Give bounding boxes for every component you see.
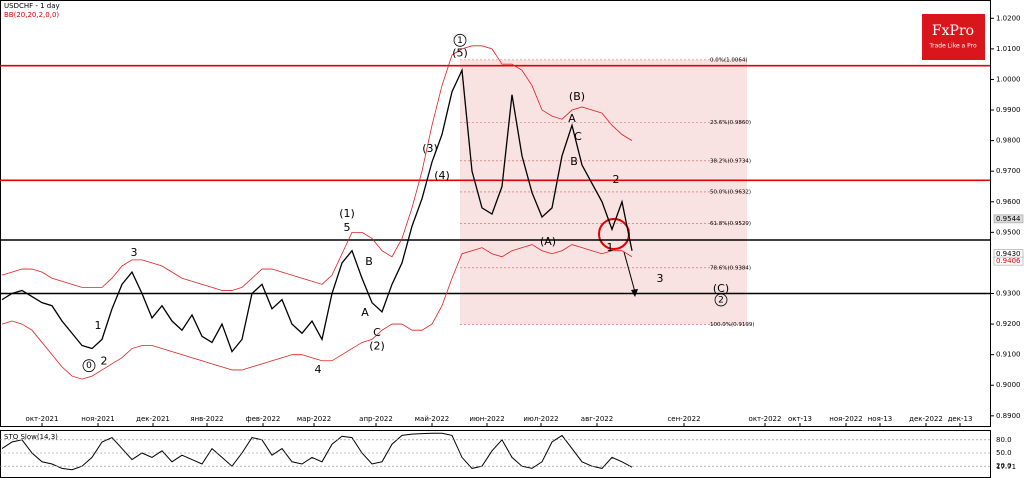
annotation: (1) (339, 207, 355, 220)
x-tick-label: ноя-2021 (81, 415, 114, 423)
x-tick-label: янв-2022 (190, 415, 223, 423)
annotation: 2 (101, 355, 108, 368)
x-tick-label: дек-2022 (909, 415, 943, 423)
bb-label: BB(20,20,2,0,0) (4, 11, 59, 19)
y-tick-label: 1.0100 (996, 45, 1021, 53)
y-tick-label: 1.0000 (996, 75, 1021, 83)
sto-title: STO Slow(14,3) (4, 433, 58, 441)
x-tick-label: апр-2022 (359, 415, 393, 423)
annotation: (2) (369, 340, 385, 353)
price-tag-label: 0.9406 (996, 257, 1021, 265)
x-tick-label: окт-2021 (26, 415, 59, 423)
fib-label: 38.2%(0.9734) (710, 158, 751, 164)
annotation: 2 (613, 173, 620, 186)
annotation-circle (453, 33, 467, 47)
logo-slogan: Trade Like a Pro (928, 43, 977, 50)
annotation: (3) (422, 142, 438, 155)
sto-frame (0, 430, 991, 478)
annotation: C (373, 326, 381, 339)
annotation: (C) (713, 282, 729, 295)
fib-box (460, 59, 747, 325)
annotation: 3 (131, 246, 138, 259)
arrow (623, 251, 636, 293)
x-tick-label: июн-2022 (469, 415, 504, 423)
annotation: (5) (452, 46, 468, 59)
x-tick-label: ноя-13 (868, 415, 893, 423)
annotation: B (365, 255, 373, 268)
y-tick-label: 0.9100 (996, 351, 1021, 359)
series-line (1, 432, 633, 471)
price-tag (993, 256, 1024, 266)
sto-tick-label: 50.0 (996, 449, 1012, 457)
y-tick-label: 0.9200 (996, 320, 1021, 328)
x-tick-label: ноя-2022 (829, 415, 862, 423)
x-tick-label: дек-13 (948, 415, 973, 423)
x-tick-label: окт-2022 (749, 415, 782, 423)
x-tick-label: дек-2021 (136, 415, 170, 423)
sto-current: 17.71 (996, 463, 1016, 471)
series-line (1, 244, 633, 380)
price-tag (993, 214, 1024, 224)
chart-title: USDCHF - 1 day (4, 2, 60, 10)
logo-name: FxPro (932, 23, 974, 39)
x-tick-label: май-2022 (415, 415, 449, 423)
sto-tick-label: 20.0 (996, 462, 1012, 470)
y-tick-label: 0.9700 (996, 167, 1021, 175)
main-frame (0, 0, 991, 427)
fib-label: 100.0%(0.9199) (710, 322, 755, 328)
fib-label: 0.0%(1.0064) (710, 57, 748, 63)
x-tick-label: июл-2022 (523, 415, 558, 423)
annotation: 4 (315, 363, 322, 376)
fib-label: 50.0%(0.9632) (710, 189, 751, 195)
y-tick-label: 0.9300 (996, 290, 1021, 298)
x-tick-label: сен-2022 (667, 415, 700, 423)
y-tick-label: 0.9600 (996, 198, 1021, 206)
fib-label: 61.8%(0.9529) (710, 221, 751, 227)
annotation-circle (82, 359, 96, 373)
logo-box (922, 14, 985, 60)
price-tag-label: 0.9430 (996, 250, 1021, 258)
fib-label: 78.6%(0.9384) (710, 265, 751, 271)
x-tick-label: фев-2022 (246, 415, 281, 423)
annotation: (A) (540, 235, 556, 248)
y-tick-label: 0.9000 (996, 381, 1021, 389)
sto-tick-label: 80.0 (996, 436, 1012, 444)
annotation: A (568, 112, 576, 125)
x-tick-label: авг-2022 (581, 415, 613, 423)
annotation: 2 (718, 295, 724, 305)
annotation: B (570, 155, 578, 168)
y-tick-label: 0.9900 (996, 106, 1021, 114)
y-tick-label: 0.9500 (996, 228, 1021, 236)
series-line (1, 67, 633, 353)
annotation: 1 (457, 36, 463, 46)
annotation: 1 (95, 319, 102, 332)
y-tick-label: 0.8900 (996, 412, 1021, 420)
x-tick-label: окт-13 (788, 415, 812, 423)
annotation: A (361, 306, 369, 319)
annotation-circle (714, 293, 728, 307)
fib-label: 23.6%(0.9860) (710, 120, 751, 126)
annotation: 0 (86, 361, 92, 371)
price-tag-label: 0.9544 (996, 215, 1021, 223)
annotation: (B) (569, 90, 585, 103)
y-tick-label: 1.0200 (996, 14, 1021, 22)
series-line (1, 45, 633, 291)
x-tick-label: мар-2022 (297, 415, 331, 423)
annotation: C (574, 130, 582, 143)
annotation: (4) (434, 169, 450, 182)
annotation: 3 (657, 272, 664, 285)
annotation: 1 (607, 241, 614, 254)
annotation: 5 (344, 221, 351, 234)
y-tick-label: 0.9800 (996, 137, 1021, 145)
